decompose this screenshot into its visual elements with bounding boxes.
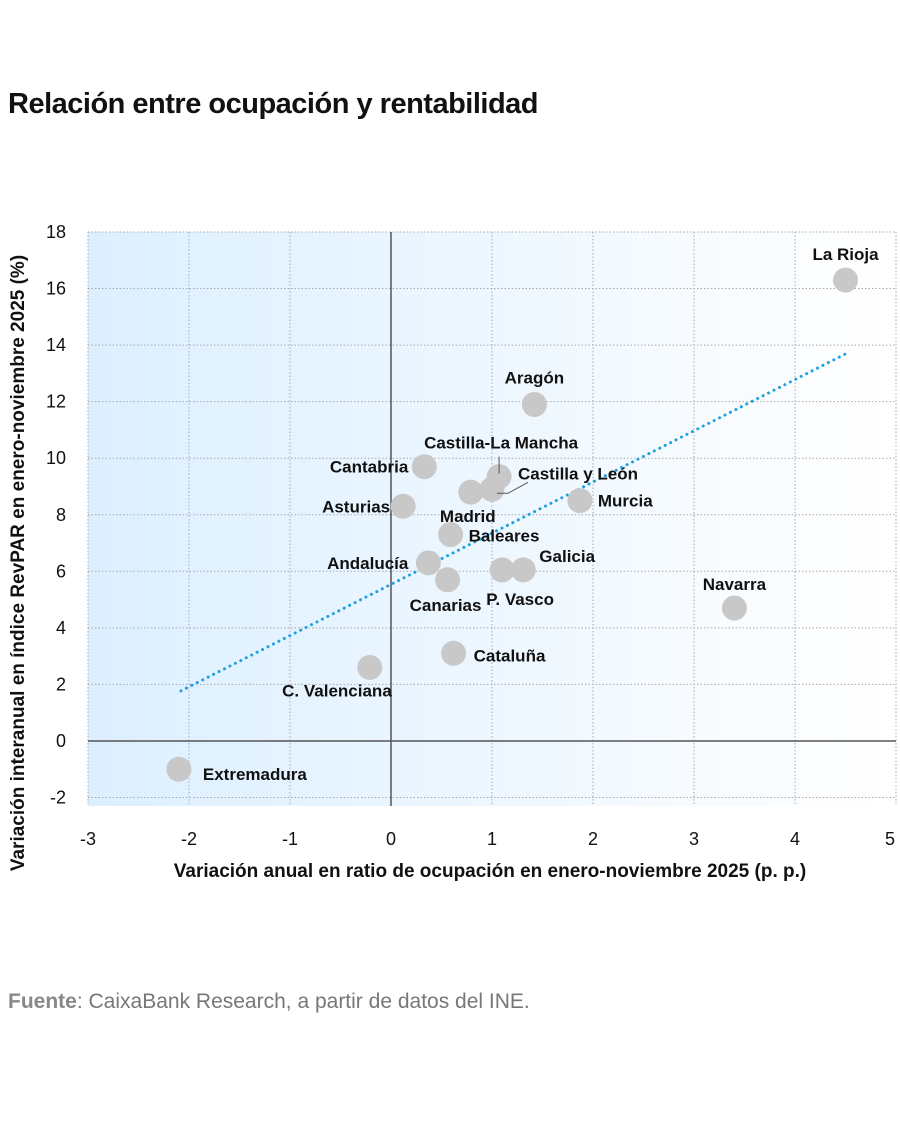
y-axis-label: Variación interanual en índice RevPAR en… [8, 255, 29, 871]
leader-line [497, 481, 529, 494]
data-point [411, 454, 437, 480]
source-text: : CaixaBank Research, a partir de datos … [76, 990, 530, 1013]
data-point [166, 756, 192, 782]
point-label: Madrid [440, 507, 496, 526]
y-tick-label: 2 [56, 674, 66, 694]
point-label: Aragón [505, 368, 565, 387]
source-label: Fuente [8, 990, 77, 1013]
point-label: Castilla-La Mancha [424, 434, 579, 453]
data-point [479, 476, 505, 502]
point-label: Cantabria [330, 458, 409, 477]
point-label: Galicia [539, 547, 595, 566]
point-label: Extremadura [203, 765, 307, 784]
data-point [521, 391, 547, 417]
data-point [438, 522, 464, 548]
x-tick-label: -2 [181, 829, 197, 849]
y-tick-label: 16 [46, 279, 66, 299]
x-tick-label: 0 [386, 829, 396, 849]
x-tick-label: 1 [487, 829, 497, 849]
point-label: Andalucía [327, 554, 409, 573]
y-tick-label: 6 [56, 561, 66, 581]
data-point [441, 640, 467, 666]
data-point [390, 493, 416, 519]
x-axis-label: Variación anual en ratio de ocupación en… [174, 861, 806, 882]
y-tick-label: 4 [56, 618, 66, 638]
x-tick-label: -3 [80, 829, 96, 849]
data-point [510, 557, 536, 583]
x-tick-label: 2 [588, 829, 598, 849]
data-point [458, 479, 484, 505]
y-tick-label: 0 [56, 731, 66, 751]
point-label: P. Vasco [486, 590, 554, 609]
point-label: Navarra [703, 575, 767, 594]
point-label: Baleares [469, 527, 540, 546]
y-tick-label: 18 [46, 222, 66, 242]
data-point [833, 267, 858, 293]
data-point [489, 557, 515, 583]
data-point [357, 654, 383, 680]
x-tick-label: 5 [885, 829, 895, 849]
x-tick-label: -1 [282, 829, 298, 849]
chart-title: Relación entre ocupación y rentabilidad [8, 88, 539, 120]
x-tick-label: 3 [689, 829, 699, 849]
point-label: Cataluña [474, 646, 546, 665]
y-tick-label: 10 [46, 448, 66, 468]
data-point [721, 595, 747, 621]
y-tick-label: 8 [56, 505, 66, 525]
point-label: C. Valenciana [282, 681, 392, 700]
point-label: La Rioja [812, 245, 879, 264]
data-point [435, 567, 461, 593]
y-tick-label: 14 [46, 335, 66, 355]
point-label: Castilla y León [518, 464, 638, 483]
data-point [415, 550, 441, 576]
y-tick-label: 12 [46, 392, 66, 412]
x-tick-label: 4 [790, 829, 800, 849]
point-label: Asturias [322, 497, 390, 516]
point-label: Murcia [598, 492, 653, 511]
y-tick-label: -2 [50, 788, 66, 808]
data-point [567, 488, 593, 514]
source-note: Fuente: CaixaBank Research, a partir de … [8, 990, 530, 1014]
point-label: Canarias [410, 596, 482, 615]
